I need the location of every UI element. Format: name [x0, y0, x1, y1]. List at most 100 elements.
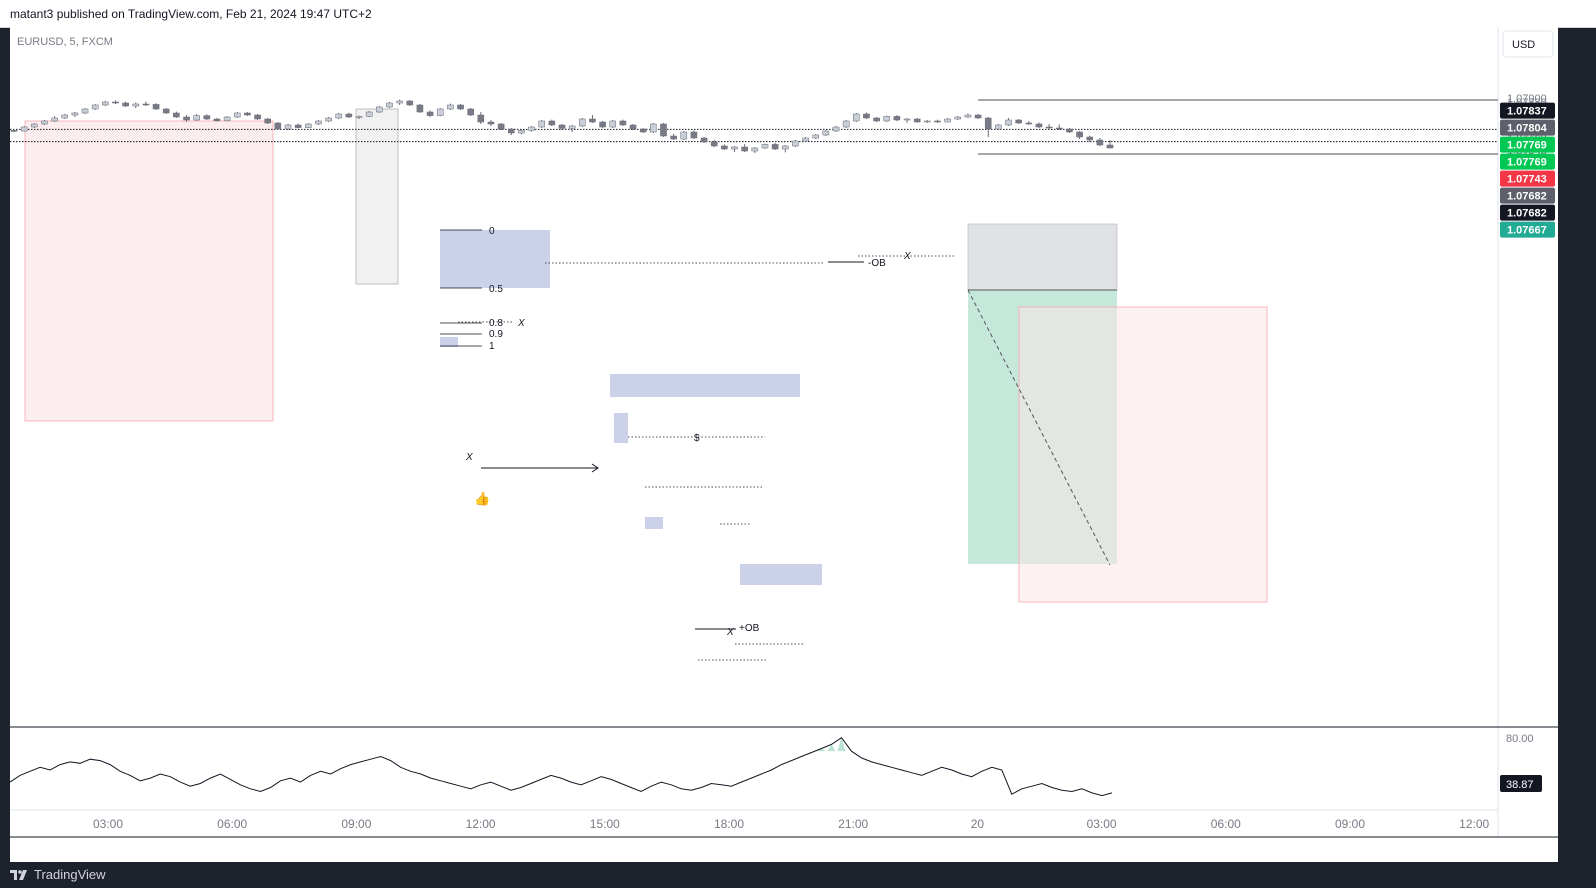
svg-text:1.07682: 1.07682 [1507, 208, 1547, 220]
candle [20, 126, 28, 132]
candle [853, 113, 860, 122]
candle [61, 114, 69, 119]
candle [406, 100, 414, 106]
time-tick: 06:00 [217, 817, 247, 831]
arrow-drawing[interactable] [481, 463, 599, 473]
fib-label-1: 1 [489, 341, 495, 352]
time-tick: 18:00 [714, 817, 744, 831]
candle [609, 120, 617, 128]
candle [771, 143, 779, 150]
candle [751, 147, 759, 153]
candle [284, 124, 292, 130]
time-tick: 06:00 [1211, 817, 1241, 831]
candle [650, 123, 657, 133]
range-zone-2[interactable] [355, 108, 399, 285]
candle [183, 115, 190, 122]
candle [376, 106, 383, 113]
candle [436, 108, 444, 117]
fib-label-08: 0.8 [489, 318, 503, 329]
candle [802, 137, 809, 142]
candle [457, 104, 464, 110]
price-badge: 1.07743 [1500, 170, 1555, 187]
candle [863, 112, 870, 119]
price-badge: 1.07682 [1500, 187, 1555, 204]
candle [1025, 121, 1033, 125]
annotation-minus-ob: -OB [868, 258, 886, 269]
order-block-zone-6[interactable] [440, 337, 458, 347]
order-block-zone-5[interactable] [614, 413, 628, 443]
candle [386, 102, 393, 108]
candle [507, 128, 515, 135]
order-block-zone-3[interactable] [740, 564, 822, 585]
time-tick: 09:00 [341, 817, 371, 831]
range-zone-1[interactable] [24, 120, 274, 422]
candle [274, 122, 282, 130]
candle [294, 123, 302, 129]
candle [396, 99, 403, 105]
candle [477, 112, 485, 124]
price-badge: 1.07682 [1500, 204, 1555, 221]
time-tick: 09:00 [1335, 817, 1365, 831]
candle [355, 115, 363, 119]
oscillator-badge [1500, 775, 1542, 792]
candle [1086, 135, 1093, 142]
candle [71, 112, 79, 117]
fib-label-0: 0 [489, 226, 495, 237]
candle [1055, 124, 1063, 130]
candle [345, 112, 353, 118]
annotation-x-3: X [903, 251, 911, 262]
order-block-zone-1[interactable] [440, 230, 550, 288]
candlestick-series [10, 99, 1114, 153]
price-badge: 1.07804 [1500, 119, 1555, 136]
candle [842, 120, 850, 128]
risk-zone[interactable] [1018, 306, 1268, 603]
tradingview-brand[interactable]: TradingView [10, 867, 106, 882]
candle [984, 117, 992, 137]
candle [731, 146, 738, 152]
annotation-plus-ob: +OB [739, 623, 760, 634]
candle [924, 120, 931, 123]
candle [538, 120, 545, 128]
candle [91, 104, 99, 110]
candle [670, 134, 677, 140]
fibonacci-tool[interactable] [440, 229, 482, 347]
time-tick: 03:00 [1087, 817, 1117, 831]
currency-label: USD [1512, 39, 1535, 51]
candle [335, 113, 343, 119]
candle [244, 112, 251, 116]
trade-path-line [967, 289, 1111, 566]
candle [365, 111, 373, 117]
candle [1066, 128, 1073, 133]
candle [497, 123, 505, 130]
candle [629, 124, 637, 130]
candle [213, 118, 221, 122]
currency-button[interactable]: USD [1502, 30, 1554, 58]
order-block-zone-2[interactable] [610, 374, 800, 397]
candle [741, 144, 748, 152]
candle [528, 126, 535, 132]
candle [873, 117, 880, 122]
horizontal-levels [10, 99, 1498, 155]
candle [426, 110, 434, 117]
candle [264, 118, 271, 124]
candle [467, 108, 474, 116]
ob-lines [695, 261, 864, 630]
svg-text:1.07769: 1.07769 [1507, 140, 1547, 152]
time-tick: 12:00 [466, 817, 496, 831]
svg-text:1.07837: 1.07837 [1507, 106, 1547, 118]
candle [31, 123, 38, 128]
annotation-x-4: X [726, 627, 734, 638]
candle [639, 128, 647, 133]
candle [102, 100, 109, 106]
candle [152, 103, 160, 110]
time-tick: 21:00 [838, 817, 868, 831]
short-stop-zone[interactable] [967, 223, 1118, 291]
candle [162, 108, 170, 114]
time-tick: 15:00 [590, 817, 620, 831]
candle [599, 121, 606, 128]
candle [1045, 124, 1053, 129]
order-block-zone-4[interactable] [645, 517, 663, 529]
oscillator-line [9, 737, 1113, 797]
candle [913, 118, 921, 123]
